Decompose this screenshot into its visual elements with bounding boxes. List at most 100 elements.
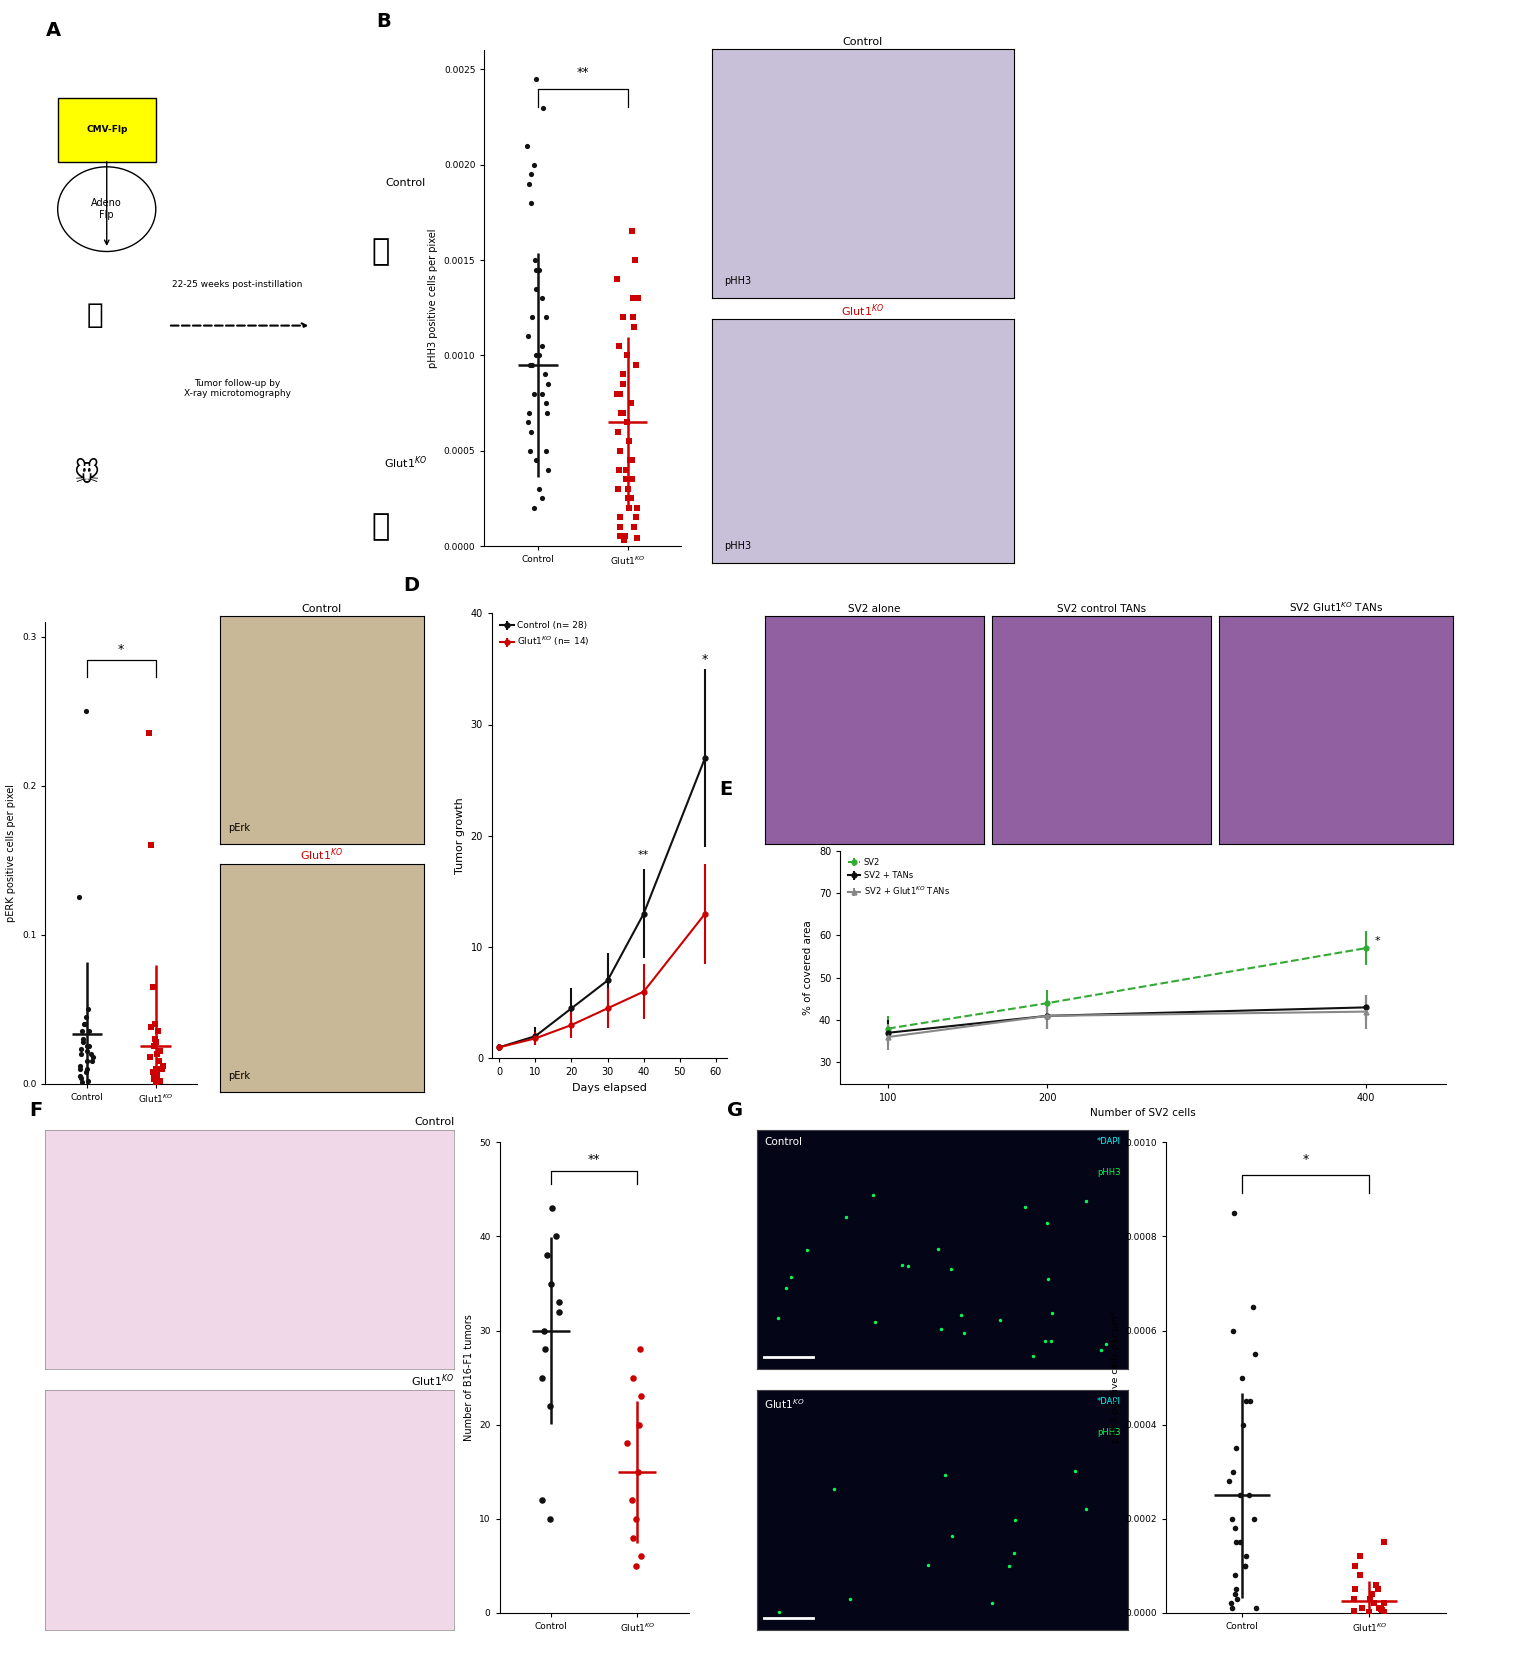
Text: *: * (118, 643, 124, 655)
Point (621, 1524, 645, 1551)
Text: B: B (375, 12, 391, 30)
Point (1367, 1594, 1391, 1621)
Point (610, 304, 634, 331)
Point (77, 1018, 101, 1045)
Point (619, 390, 643, 417)
Point (613, 457, 637, 484)
Point (151, 1052, 176, 1079)
Point (67, 884, 91, 911)
Point (1238, 1388, 1263, 1415)
Point (606, 380, 630, 407)
Title: SV2 alone: SV2 alone (848, 605, 901, 615)
Text: F: F (29, 1100, 42, 1121)
Legend: SV2, SV2 + TANs, SV2 + Glut1$^{KO}$ TANs: SV2, SV2 + TANs, SV2 + Glut1$^{KO}$ TANs (845, 855, 952, 900)
Point (148, 1067, 173, 1094)
Point (1228, 1529, 1252, 1556)
Text: A: A (45, 20, 61, 40)
Point (74, 1048, 98, 1075)
Text: **: ** (637, 850, 650, 860)
Point (613, 465, 637, 492)
Point (1237, 1482, 1261, 1509)
Point (144, 1062, 168, 1089)
Point (76, 1033, 100, 1060)
Point (531, 1317, 556, 1344)
Point (522, 380, 547, 407)
Point (144, 1028, 168, 1055)
Point (139, 832, 164, 858)
Point (624, 1552, 648, 1579)
Text: E: E (719, 781, 733, 800)
Point (524, 255, 548, 282)
Point (73, 1011, 97, 1038)
Point (142, 1011, 167, 1038)
Point (144, 1068, 168, 1095)
Point (1129, 1337, 1154, 1364)
Point (615, 1430, 639, 1457)
Point (1360, 1581, 1384, 1608)
Point (609, 437, 633, 464)
Point (70, 1040, 94, 1067)
Y-axis label: pHH3 positive cells per μm²: pHH3 positive cells per μm² (1111, 1312, 1119, 1443)
Point (610, 400, 634, 427)
Point (625, 524, 650, 551)
Point (1228, 1482, 1252, 1509)
Point (627, 1411, 651, 1438)
Point (1349, 1562, 1373, 1589)
Point (518, 170, 542, 197)
Point (148, 1037, 173, 1063)
Point (616, 486, 640, 512)
Point (539, 1505, 563, 1532)
Point (1245, 1594, 1269, 1621)
Y-axis label: Tumor growth: Tumor growth (456, 798, 465, 874)
Point (522, 151, 547, 178)
Y-axis label: pERK positive cells per pixel: pERK positive cells per pixel (6, 783, 17, 922)
Text: Tumor follow-up by
X-ray microtomography: Tumor follow-up by X-ray microtomography (185, 378, 291, 398)
Point (71, 1028, 95, 1055)
Point (537, 1393, 562, 1420)
Point (74, 1037, 98, 1063)
Point (80, 1048, 104, 1075)
Point (618, 494, 642, 521)
Point (1223, 1529, 1248, 1556)
Point (1364, 1571, 1388, 1598)
Point (136, 721, 160, 748)
Point (616, 475, 640, 502)
Point (619, 218, 643, 245)
Point (622, 247, 646, 274)
Point (1120, 769, 1145, 796)
Point (1240, 400, 1264, 427)
Point (142, 1063, 167, 1090)
Point (1220, 1458, 1245, 1485)
Point (1370, 1598, 1394, 1625)
Point (539, 1270, 563, 1297)
Point (622, 314, 646, 341)
Text: 🐭: 🐭 (73, 462, 100, 486)
Point (1232, 1552, 1257, 1579)
Point (524, 343, 548, 370)
Point (612, 528, 636, 554)
Point (1243, 1341, 1267, 1368)
Point (622, 514, 646, 541)
Text: pHH3: pHH3 (724, 541, 751, 551)
Point (518, 161, 542, 188)
Point (1222, 1200, 1246, 1226)
Point (1231, 1411, 1255, 1438)
Text: 22-25 weeks post-instillation: 22-25 weeks post-instillation (173, 279, 303, 289)
Point (618, 428, 642, 455)
Point (1220, 1594, 1245, 1621)
Title: Glut1$^{KO}$: Glut1$^{KO}$ (300, 847, 344, 864)
Point (612, 361, 636, 388)
Point (1357, 1598, 1381, 1625)
Text: pErk: pErk (227, 1070, 250, 1080)
Point (1341, 1586, 1366, 1613)
Text: 🫁: 🫁 (86, 301, 103, 329)
Point (527, 255, 551, 282)
Point (607, 380, 631, 407)
Point (619, 465, 643, 492)
Point (536, 457, 560, 484)
Point (1372, 1589, 1396, 1616)
Ellipse shape (58, 166, 156, 252)
Point (1217, 1468, 1241, 1495)
Title: Glut1$^{KO}$: Glut1$^{KO}$ (842, 302, 884, 319)
Point (71, 1025, 95, 1052)
